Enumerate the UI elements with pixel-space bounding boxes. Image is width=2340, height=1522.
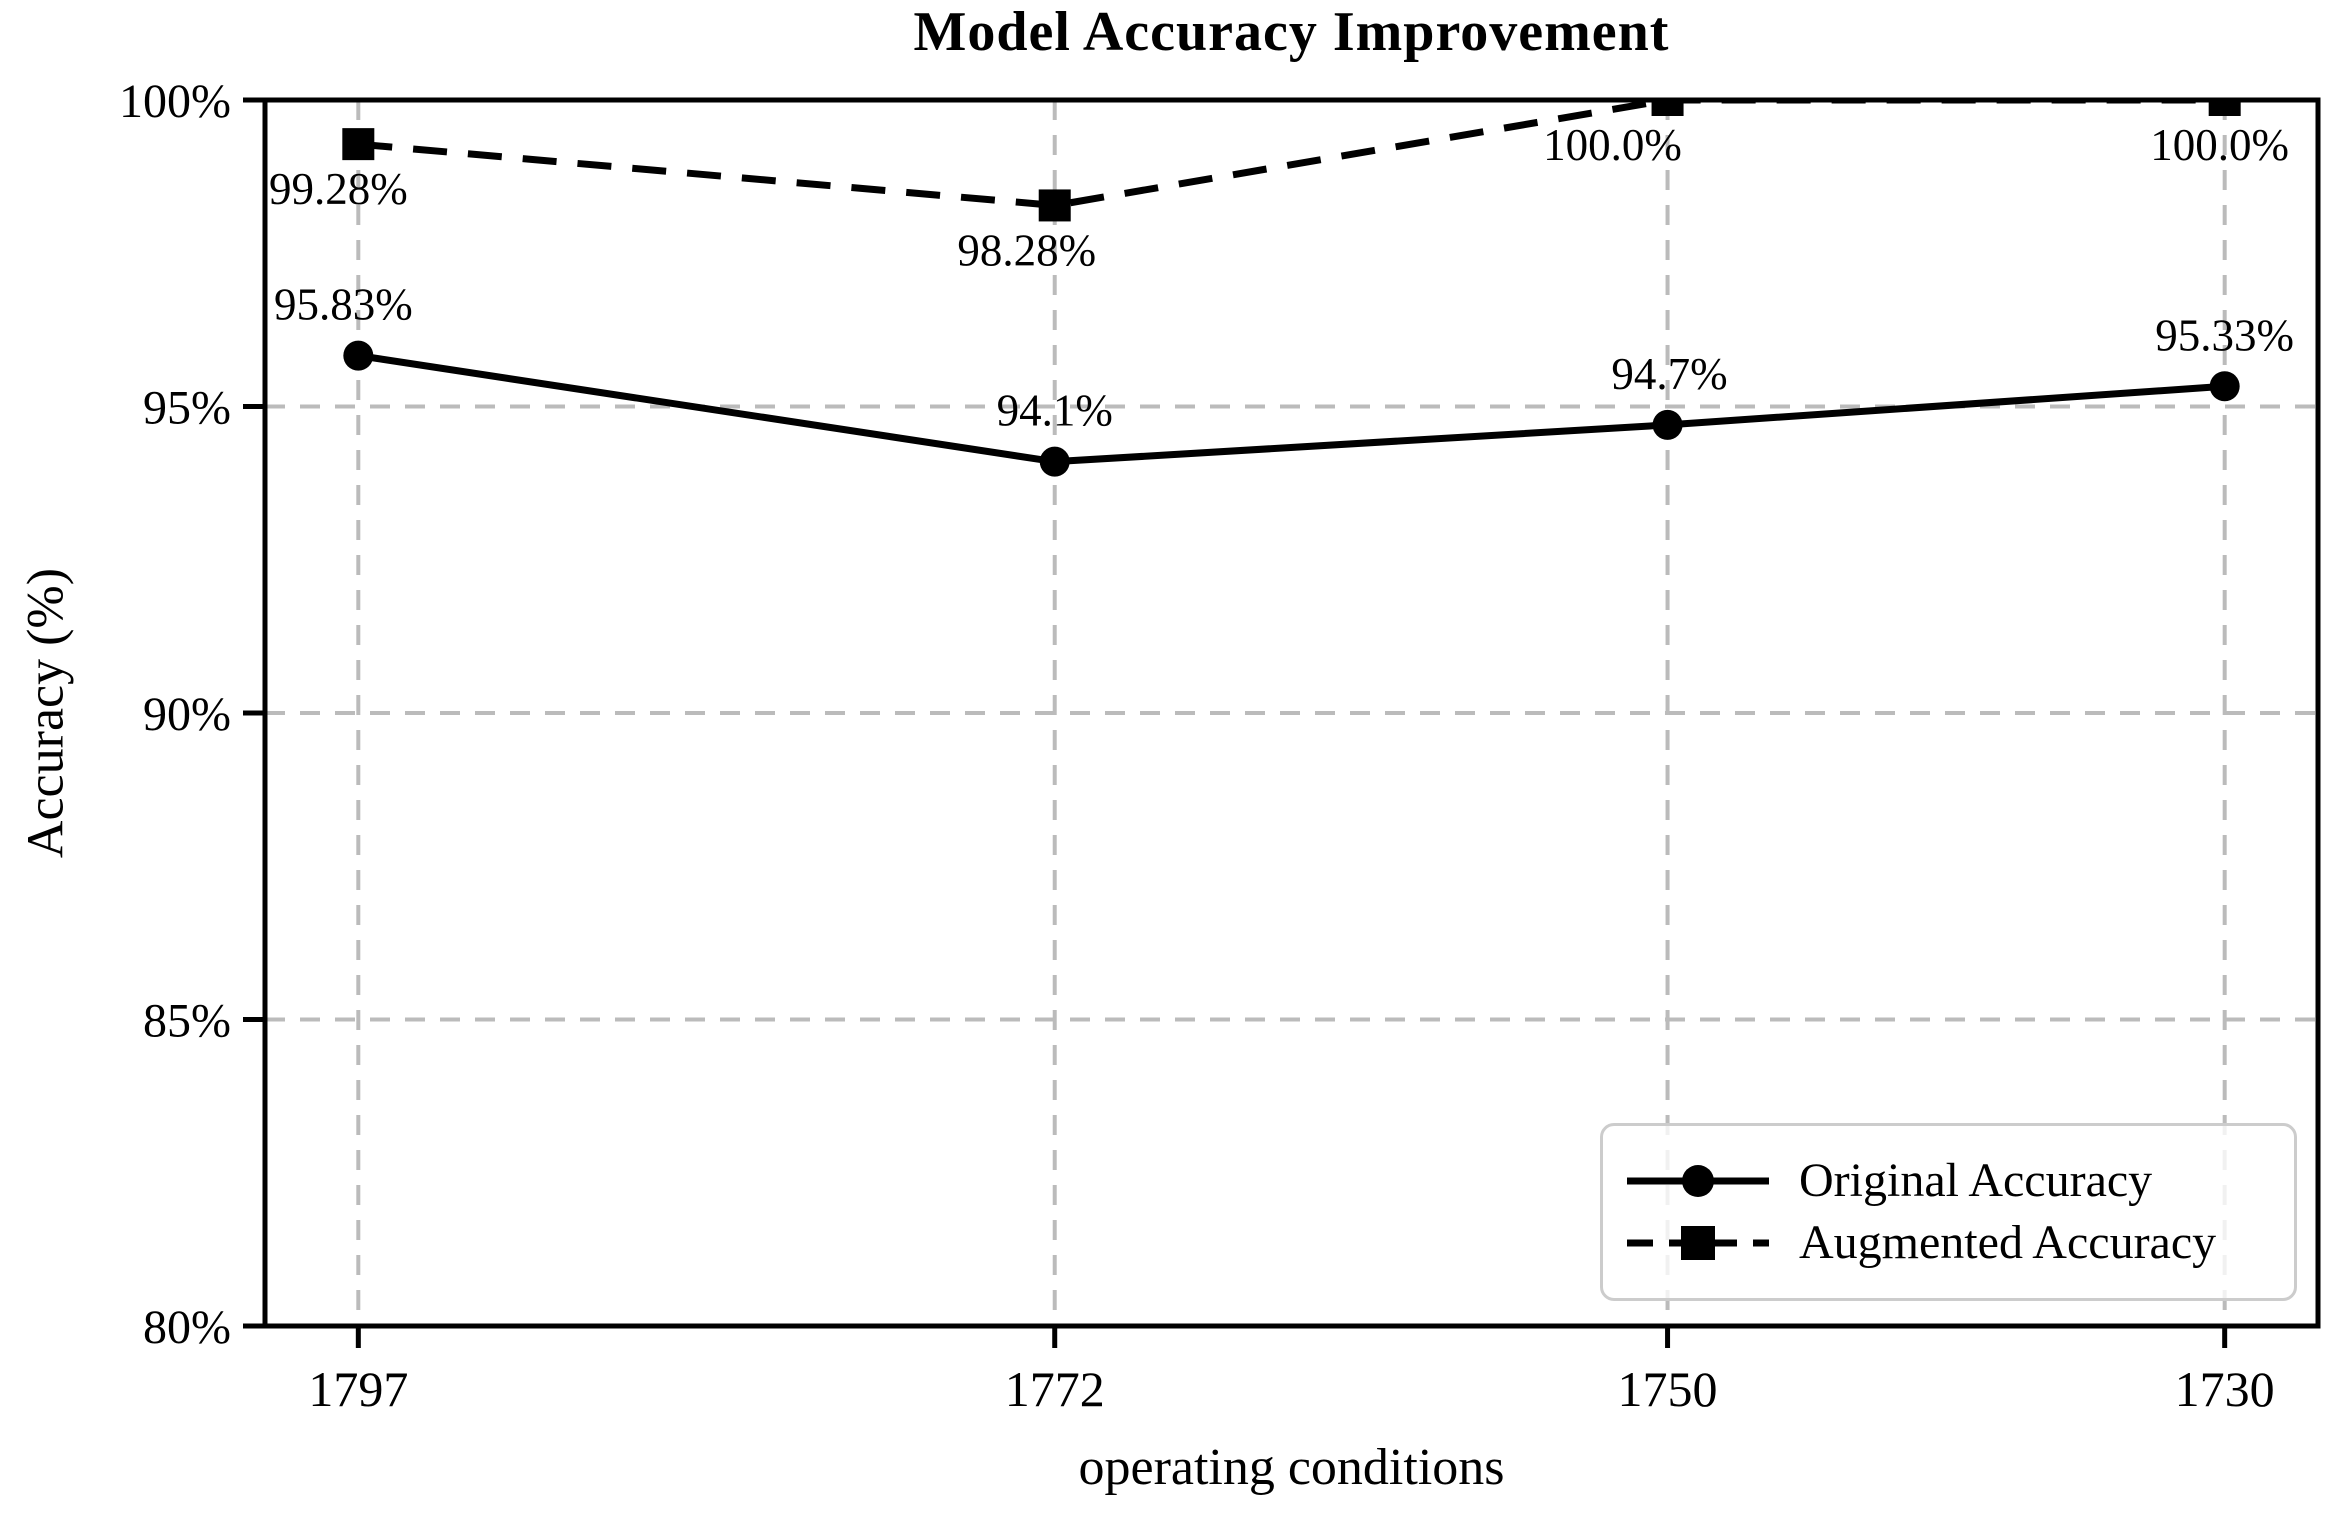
circle-marker-icon [1682, 1165, 1714, 1197]
legend-sample-circle-solid [1627, 1165, 1769, 1197]
series-augmented [342, 100, 2241, 222]
gridlines [265, 100, 2318, 1326]
legend-entry-original: Original Accuracy [1623, 1157, 2294, 1205]
y-tick-label: 95% [143, 382, 231, 435]
data-point-label: 99.28% [269, 164, 408, 214]
data-point-marker [2209, 371, 2240, 402]
data-point-marker [1039, 446, 1070, 477]
data-point-label: 94.7% [1611, 349, 1727, 399]
legend-sample-square-dashed [1627, 1226, 1769, 1260]
x-tick-label: 1750 [1618, 1361, 1718, 1417]
y-tick-label: 100% [119, 75, 231, 128]
series-original [343, 340, 2240, 477]
data-point-marker [1652, 409, 1683, 440]
data-point-label: 95.83% [274, 280, 413, 330]
series-line [357, 352, 2225, 466]
legend-label: Augmented Accuracy [1799, 1216, 2217, 1269]
square-marker-icon [1681, 1226, 1715, 1260]
x-tick-label: 1772 [1005, 1361, 1105, 1417]
data-point-marker [1038, 189, 1071, 222]
axis-ticks [243, 97, 2228, 1348]
x-tick-label: 1797 [308, 1361, 408, 1417]
data-point-label: 95.33% [2155, 310, 2294, 360]
y-tick-label: 85% [143, 995, 231, 1048]
data-point-label: 94.1% [997, 386, 1113, 436]
x-axis-label: operating conditions [1078, 1439, 1505, 1496]
chart-title: Model Accuracy Improvement [913, 1, 1670, 63]
y-tick-label: 80% [143, 1301, 231, 1354]
data-point-label: 100.0% [1543, 120, 1682, 170]
y-tick-label: 90% [143, 688, 231, 741]
data-point-marker [343, 340, 374, 371]
legend-entry-augmented: Augmented Accuracy [1623, 1219, 2294, 1267]
data-point-label: 98.28% [957, 225, 1096, 275]
x-tick-label: 1730 [2175, 1361, 2275, 1417]
data-point-marker [1651, 100, 1684, 116]
legend-label: Original Accuracy [1799, 1154, 2153, 1207]
data-point-marker [2208, 100, 2241, 116]
series-line [358, 100, 2225, 209]
data-point-label: 100.0% [2150, 120, 2289, 170]
data-point-marker [342, 128, 375, 161]
chart-legend: Original Accuracy Augmented Accuracy [1600, 1123, 2297, 1301]
